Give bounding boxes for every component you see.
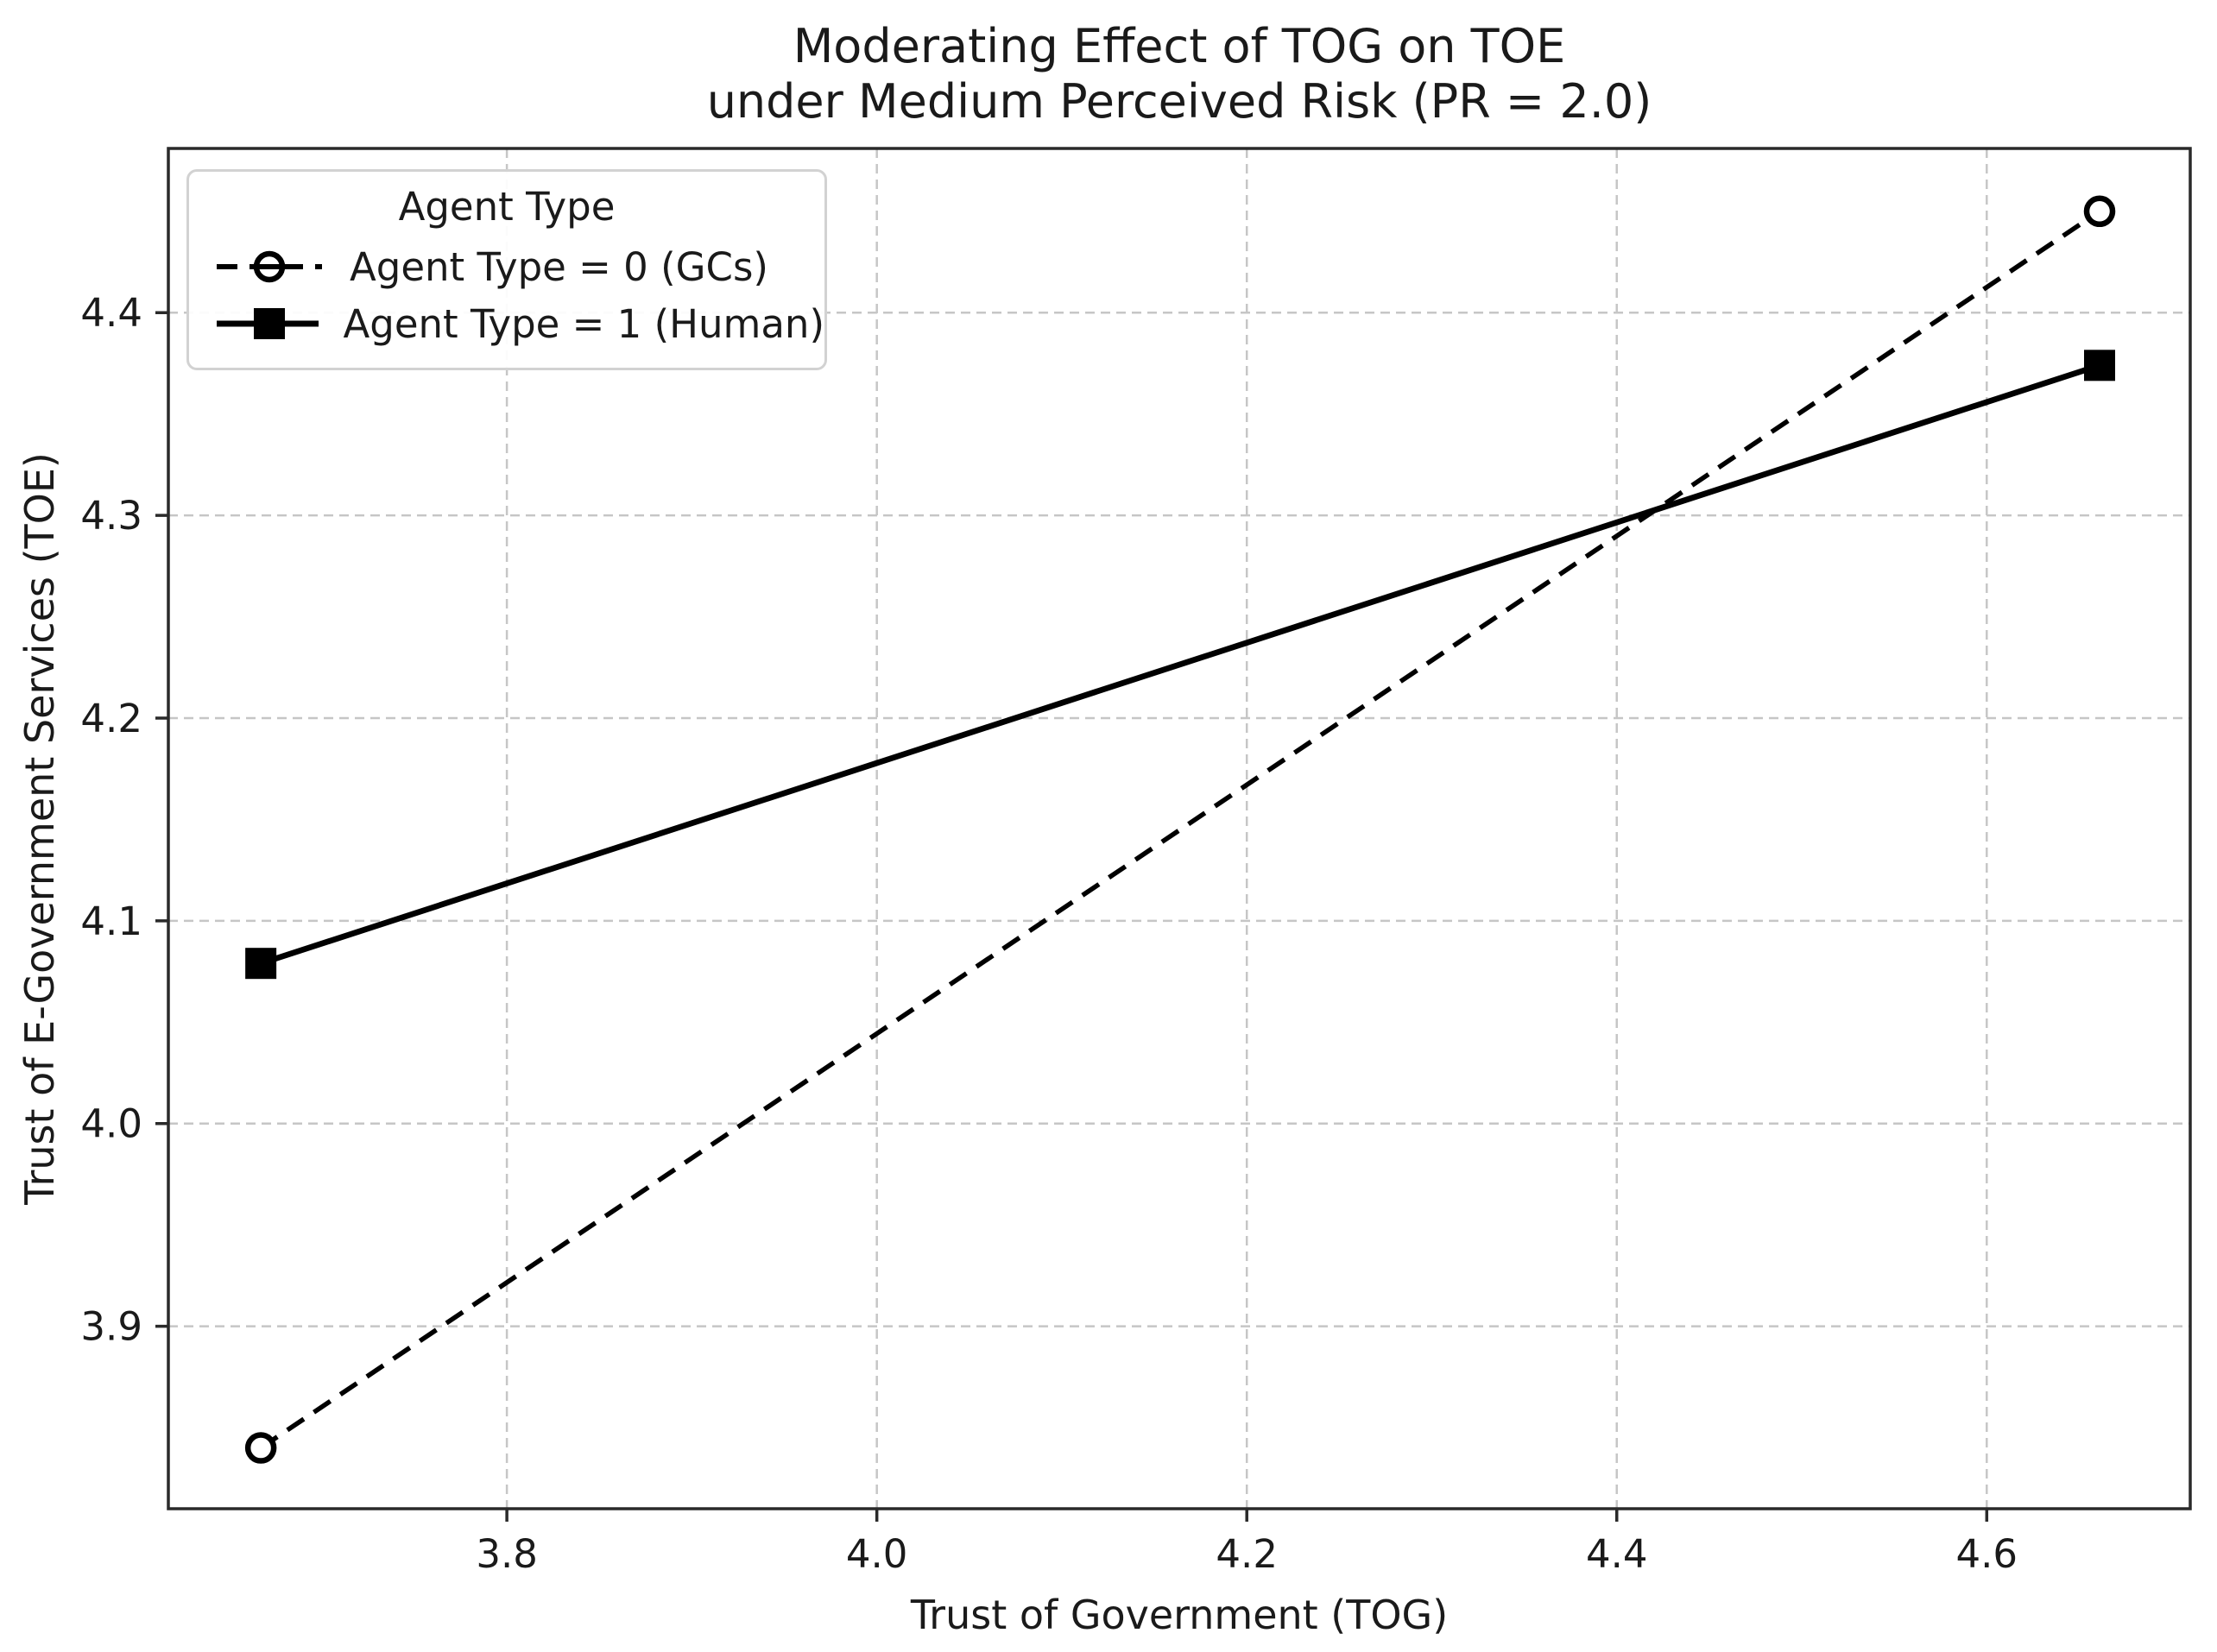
legend-marker-circle-open-icon bbox=[217, 250, 322, 283]
series-circle-open bbox=[244, 195, 2116, 1464]
data-point-circle-icon bbox=[2083, 195, 2116, 228]
legend: Agent Type Agent Type = 0 (GCs) Agent Typ… bbox=[186, 169, 827, 370]
x-tick-label: 4.4 bbox=[1586, 1531, 1648, 1577]
chart-title: Moderating Effect of TOG on TOE under Me… bbox=[168, 19, 2190, 129]
x-axis-label: Trust of Government (TOG) bbox=[910, 1592, 1449, 1638]
axis-ticks: 3.8 4.0 4.2 4.4 4.6 3.9 4.0 4.1 4.2 4.3 4.4 bbox=[80, 290, 2018, 1577]
chart-title-line1: Moderating Effect of TOG on TOE bbox=[793, 19, 1566, 73]
legend-items: Agent Type = 0 (GCs) Agent Type = 1 (Huma… bbox=[189, 238, 824, 352]
plot-border bbox=[167, 147, 2192, 1510]
y-tick-label: 3.9 bbox=[80, 1304, 142, 1350]
y-tick-label: 4.3 bbox=[80, 493, 142, 539]
y-tick-label: 4.0 bbox=[80, 1101, 142, 1147]
y-tick-label: 4.2 bbox=[80, 696, 142, 741]
gridlines bbox=[168, 148, 2190, 1509]
x-tick-label: 4.0 bbox=[846, 1531, 908, 1577]
y-tick-label: 4.1 bbox=[80, 899, 142, 944]
data-point-circle-icon bbox=[244, 1432, 277, 1464]
chart-title-line2: under Medium Perceived Risk (PR = 2.0) bbox=[706, 74, 1652, 129]
data-point-square-icon bbox=[245, 948, 277, 980]
x-tick-label: 3.8 bbox=[476, 1531, 538, 1577]
legend-item: Agent Type = 1 (Human) bbox=[189, 295, 824, 352]
x-tick-label: 4.6 bbox=[1956, 1531, 2018, 1577]
data-point-square-icon bbox=[2084, 350, 2116, 381]
legend-item-label: Agent Type = 0 (GCs) bbox=[350, 243, 768, 290]
y-axis-label: Trust of E-Government Services (TOE) bbox=[16, 452, 63, 1205]
legend-item: Agent Type = 0 (GCs) bbox=[189, 238, 824, 295]
legend-item-label: Agent Type = 1 (Human) bbox=[343, 300, 824, 347]
legend-marker-square-filled-icon bbox=[217, 308, 319, 339]
series-square-filled bbox=[245, 350, 2116, 980]
y-tick-label: 4.4 bbox=[80, 290, 142, 336]
legend-title: Agent Type bbox=[398, 184, 616, 230]
x-tick-label: 4.2 bbox=[1216, 1531, 1278, 1577]
